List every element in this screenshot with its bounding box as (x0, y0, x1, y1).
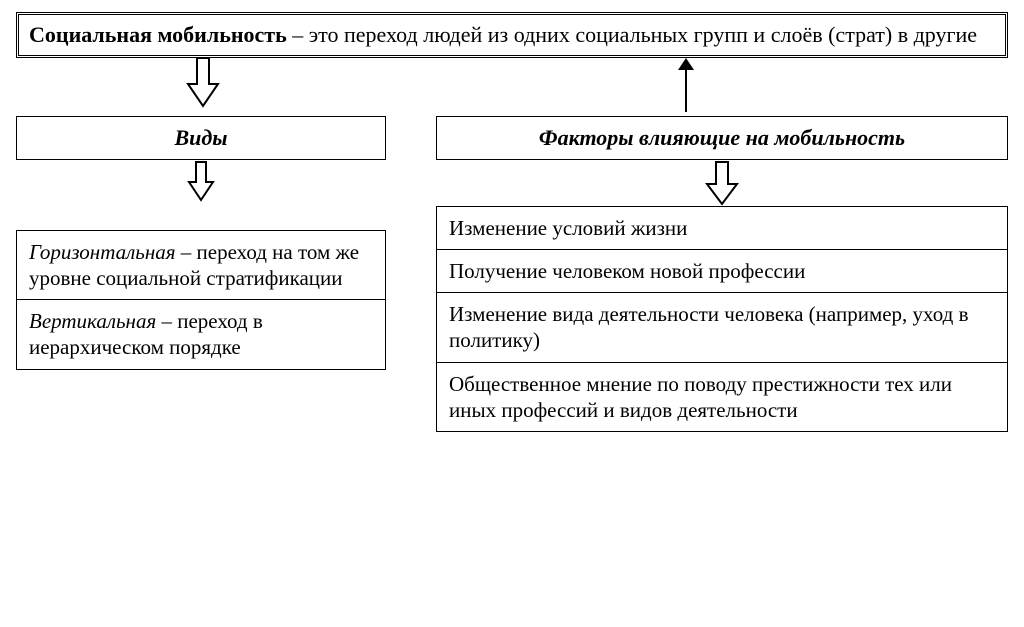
factors-item-text: Получение человеком новой профессии (449, 259, 805, 283)
arrow-up-to-definition-icon (676, 58, 696, 117)
types-item-term: Горизонтальная (29, 240, 176, 264)
types-item-dash: – (156, 309, 177, 333)
types-column: Виды Горизонтальная – переход на том же … (16, 116, 386, 370)
types-item-dash: – (176, 240, 197, 264)
factors-header-label: Факторы влияющие на мобильность (539, 125, 905, 150)
factors-item: Получение человеком новой профессии (437, 250, 1007, 293)
factors-item: Изменение вида деятельности человека (на… (437, 293, 1007, 363)
factors-item: Общественное мнение по поводу престижнос… (437, 363, 1007, 432)
factors-item-text: Изменение вида деятельности человека (на… (449, 302, 969, 352)
columns: Виды Горизонтальная – переход на том же … (16, 116, 1008, 433)
factors-item: Изменение условий жизни (437, 207, 1007, 250)
types-header: Виды (16, 116, 386, 160)
definition-box: Социальная мобильность – это переход люд… (16, 12, 1008, 58)
factors-header: Факторы влияющие на мобильность (436, 116, 1008, 160)
types-item-term: Вертикальная (29, 309, 156, 333)
arrow-to-types-list-icon (16, 160, 386, 206)
top-connector-row (16, 58, 1008, 116)
arrow-down-to-types-icon (186, 58, 216, 108)
factors-column: Факторы влияющие на мобильность Изменени… (436, 116, 1008, 433)
definition-text: это переход людей из одних социальных гр… (309, 22, 977, 47)
types-item: Вертикальная – переход в иерархическом п… (17, 300, 385, 369)
types-item: Горизонтальная – переход на том же уровн… (17, 231, 385, 301)
factors-item-text: Изменение условий жизни (449, 216, 687, 240)
types-header-label: Виды (174, 125, 227, 150)
arrow-to-factors-list-icon (436, 160, 1008, 206)
types-list: Горизонтальная – переход на том же уровн… (16, 230, 386, 370)
definition-dash: – (287, 22, 309, 47)
factors-list: Изменение условий жизни Получение челове… (436, 206, 1008, 433)
factors-item-text: Общественное мнение по поводу престижнос… (449, 372, 952, 422)
definition-term: Социальная мобильность (29, 22, 287, 47)
